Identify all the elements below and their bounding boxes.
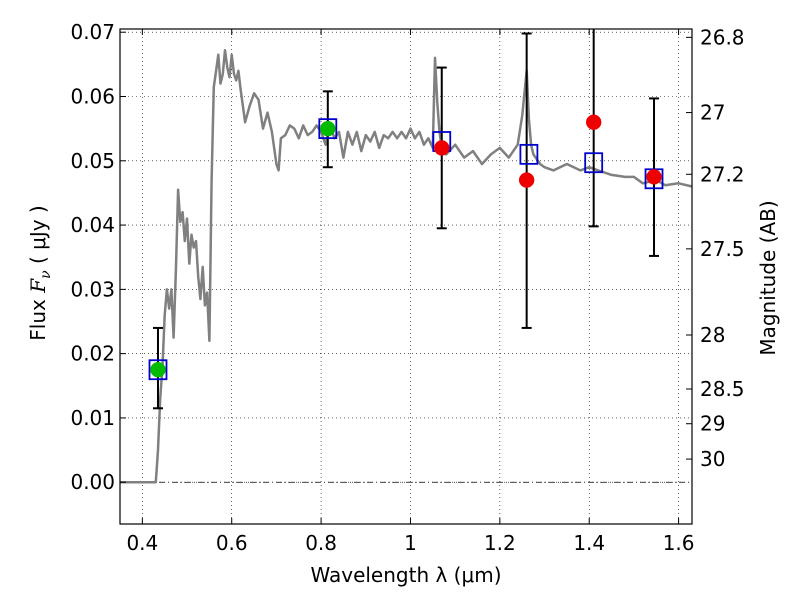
x-tick-label: 0.8 (305, 531, 337, 555)
y-tick-label: 0.07 (70, 20, 115, 44)
y-tick-label: 0.05 (70, 149, 115, 173)
y-axis-title-suffix: ( μJy ) (26, 205, 50, 270)
photometry-point (150, 361, 166, 378)
magnitude-tick-label: 27.5 (700, 237, 745, 261)
y-tick-label: 0.06 (70, 85, 115, 109)
y-tick-label: 0.00 (70, 470, 115, 494)
plot-frame (119, 28, 693, 525)
markers (148, 114, 664, 381)
model-photometry-square (148, 359, 168, 381)
model-photometry-square (318, 118, 338, 140)
model-photometry-square (584, 152, 604, 174)
photometry-point (434, 140, 450, 156)
y-tick-label: 0.04 (70, 213, 115, 237)
photometry-point (585, 114, 602, 130)
y-axis-title-right: Magnitude (AB) (756, 200, 780, 355)
magnitude-tick-label: 26.8 (700, 25, 745, 49)
flux-symbol: F (26, 278, 50, 294)
y-tick-label: 0.02 (70, 342, 115, 366)
y-tick-label: 0.01 (70, 406, 115, 430)
y-tick-label: 0.03 (70, 277, 115, 301)
flux-subscript: ν (38, 270, 54, 279)
x-tick-label: 1.2 (484, 531, 516, 555)
magnitude-tick-label: 30 (700, 447, 725, 471)
model-photometry-square (519, 143, 539, 165)
magnitude-tick-label: 27 (700, 101, 725, 125)
photometry-point (518, 172, 535, 188)
x-tick-label: 1 (404, 531, 417, 555)
grid (120, 29, 692, 524)
x-tick-label: 1.6 (663, 531, 695, 555)
x-tick-label: 0.6 (216, 531, 248, 555)
y-axis-title-left: Flux Fν ( μJy ) (26, 205, 54, 340)
x-tick-label: 0.4 (126, 531, 158, 555)
magnitude-tick-label: 29 (700, 412, 725, 436)
photometry-point (320, 120, 336, 137)
magnitude-tick-label: 28 (700, 323, 725, 347)
magnitude-tick-label: 27.2 (700, 162, 745, 186)
ticks: 0.4 0.6 0.8 1 1.2 1.4 1.6 0.00 0.01 0.02 0.03 0.04 0… (70, 20, 744, 555)
x-axis-title: Wavelength λ (μm) (310, 563, 501, 587)
magnitude-tick-label: 28.5 (700, 377, 745, 401)
y-axis-title-prefix: Flux (26, 293, 50, 341)
photometry-point (646, 169, 662, 185)
x-tick-label: 1.4 (573, 531, 605, 555)
